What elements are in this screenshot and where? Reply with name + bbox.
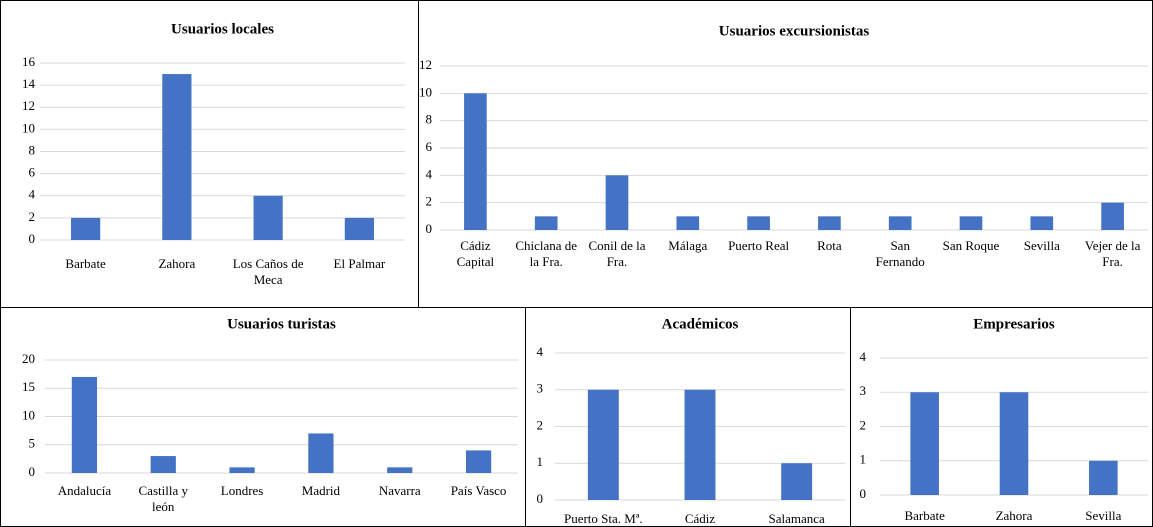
x-tick-label: Zahora bbox=[158, 256, 195, 271]
y-tick-label: 6 bbox=[29, 165, 36, 180]
y-tick-label: 4 bbox=[426, 166, 433, 181]
x-tick-label: Madrid bbox=[302, 483, 341, 498]
bar bbox=[162, 74, 192, 240]
chart-title: Usuarios turistas bbox=[227, 316, 336, 332]
y-tick-label: 2 bbox=[537, 417, 544, 432]
x-tick-label: Rota bbox=[817, 238, 842, 253]
x-tick-label: Vejer de la Fra. bbox=[1085, 238, 1141, 269]
bar bbox=[344, 217, 374, 240]
bar bbox=[71, 376, 98, 473]
y-tick-label: 2 bbox=[29, 209, 36, 224]
x-tick-label: Salamanca bbox=[769, 511, 826, 526]
x-tick-label: País Vasco bbox=[451, 483, 507, 498]
bar bbox=[999, 392, 1029, 495]
x-tick-label: Puerto Real bbox=[728, 238, 789, 253]
x-tick-label: Puerto Sta. Mª. bbox=[564, 511, 643, 526]
x-tick-label: Los Caños de Meca bbox=[233, 256, 304, 287]
y-tick-label: 2 bbox=[426, 194, 433, 209]
y-tick-label: 0 bbox=[860, 486, 867, 501]
x-tick-label: Barbate bbox=[904, 508, 945, 523]
x-tick-label: Navarra bbox=[379, 483, 421, 498]
bar bbox=[464, 93, 487, 230]
x-tick-label: Andalucía bbox=[58, 483, 112, 498]
y-tick-label: 6 bbox=[426, 139, 433, 154]
y-tick-label: 1 bbox=[860, 452, 867, 467]
y-tick-label: 8 bbox=[426, 112, 433, 127]
y-tick-label: 10 bbox=[419, 84, 432, 99]
bar bbox=[150, 456, 176, 473]
y-tick-label: 4 bbox=[29, 187, 36, 202]
chart-title: Empresarios bbox=[973, 316, 1055, 332]
bar bbox=[1089, 460, 1118, 495]
x-tick-label: San Fernando bbox=[876, 238, 925, 269]
bar bbox=[676, 216, 700, 230]
x-tick-label: Sevilla bbox=[1024, 238, 1060, 253]
bar bbox=[747, 216, 770, 230]
bar bbox=[71, 217, 101, 240]
y-tick-label: 4 bbox=[537, 344, 544, 359]
x-tick-label: Málaga bbox=[668, 238, 707, 253]
bar bbox=[229, 467, 255, 473]
y-tick-label: 1 bbox=[537, 454, 544, 469]
chart-title: Usuarios locales bbox=[171, 21, 274, 37]
y-tick-label: 16 bbox=[22, 54, 36, 69]
chart-title: Usuarios excursionistas bbox=[719, 23, 870, 39]
x-tick-label: Zahora bbox=[996, 508, 1033, 523]
x-tick-label: Chiclana de la Fra. bbox=[515, 238, 577, 269]
x-tick-label: San Roque bbox=[943, 238, 1000, 253]
bar bbox=[684, 389, 716, 500]
bar bbox=[253, 195, 283, 240]
x-tick-label: El Palmar bbox=[334, 256, 386, 271]
y-tick-label: 10 bbox=[22, 120, 35, 135]
bar bbox=[1101, 202, 1124, 230]
x-tick-label: Sevilla bbox=[1085, 508, 1121, 523]
bar bbox=[1030, 216, 1054, 230]
bar bbox=[308, 433, 334, 473]
y-tick-label: 12 bbox=[22, 98, 35, 113]
x-tick-label: Cádiz Capital bbox=[457, 238, 495, 269]
bar bbox=[818, 216, 841, 230]
y-tick-label: 0 bbox=[29, 231, 36, 246]
bar bbox=[587, 389, 619, 500]
y-tick-label: 4 bbox=[860, 349, 867, 364]
bar bbox=[910, 392, 939, 495]
bar bbox=[781, 463, 813, 500]
chart-title: Académicos bbox=[662, 316, 739, 332]
x-tick-label: Cádiz bbox=[685, 511, 716, 526]
y-tick-label: 0 bbox=[537, 491, 544, 506]
bar bbox=[888, 216, 912, 230]
y-tick-label: 2 bbox=[860, 417, 867, 432]
y-tick-label: 5 bbox=[29, 436, 36, 451]
y-tick-label: 20 bbox=[22, 351, 35, 366]
x-tick-label: Londres bbox=[221, 483, 264, 498]
y-tick-label: 15 bbox=[22, 379, 35, 394]
y-tick-label: 0 bbox=[29, 464, 36, 479]
y-tick-label: 0 bbox=[426, 221, 433, 236]
y-tick-label: 8 bbox=[29, 142, 36, 157]
x-tick-label: Barbate bbox=[65, 256, 106, 271]
x-tick-label: Conil de la Fra. bbox=[588, 238, 645, 269]
y-tick-label: 14 bbox=[22, 76, 36, 91]
bar bbox=[465, 450, 492, 473]
x-tick-label: Castilla y león bbox=[139, 483, 189, 514]
y-tick-label: 10 bbox=[22, 407, 35, 422]
y-tick-label: 3 bbox=[860, 383, 867, 398]
bar bbox=[534, 216, 558, 230]
bar bbox=[605, 175, 629, 230]
y-tick-label: 3 bbox=[537, 381, 544, 396]
y-tick-label: 12 bbox=[419, 57, 432, 72]
bar bbox=[959, 216, 983, 230]
bar bbox=[387, 467, 413, 473]
